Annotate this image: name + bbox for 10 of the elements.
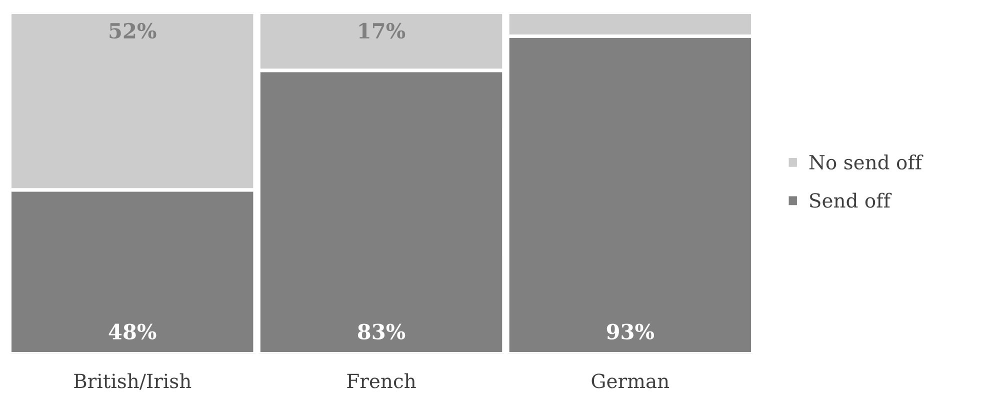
data-label: 48% (108, 324, 156, 340)
x-tick-label: French (347, 373, 416, 388)
data-label: 83% (358, 324, 406, 340)
x-tick-label: German (592, 374, 670, 388)
legend-label: Send off (810, 192, 892, 208)
x-tick-label: British/Irish (74, 373, 192, 390)
data-label: 17% (359, 22, 406, 39)
data-label: 52% (110, 22, 156, 39)
legend-label: No send off (809, 154, 924, 170)
data-label: 93% (606, 324, 654, 340)
